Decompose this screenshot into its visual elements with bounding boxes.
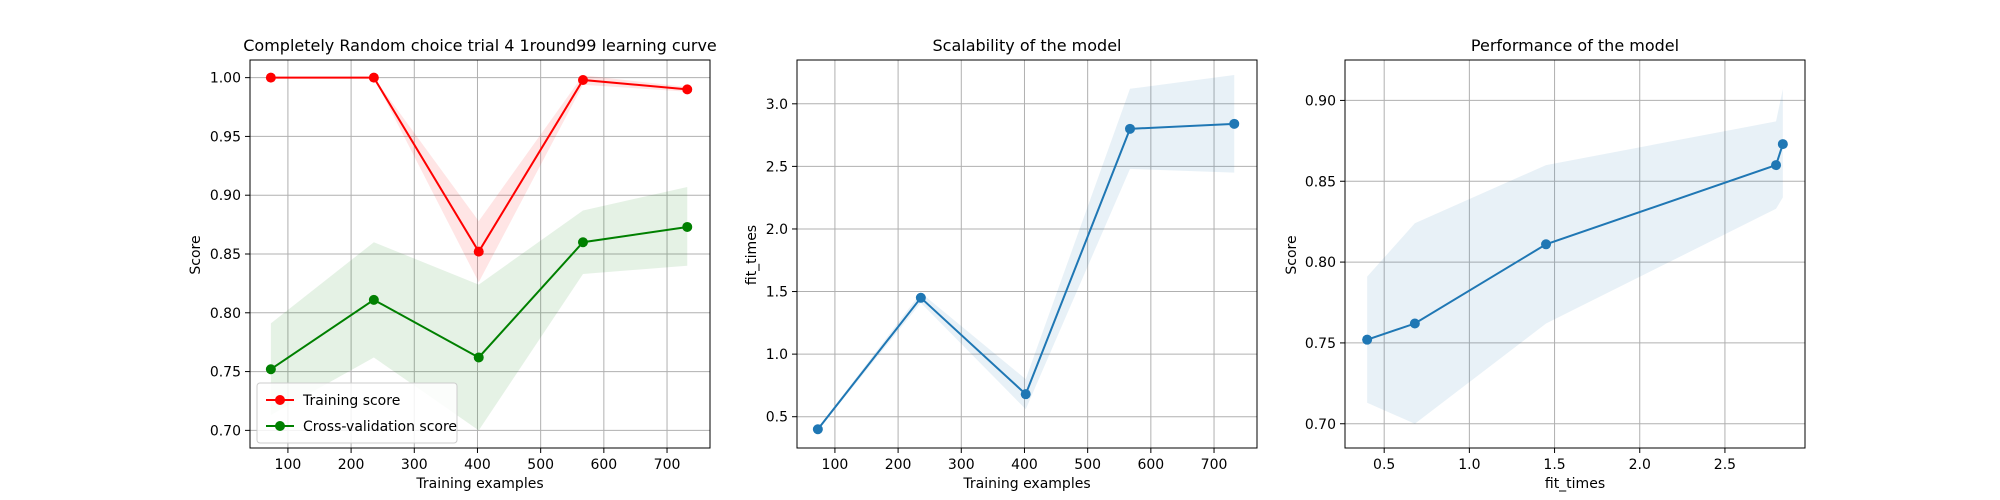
scalability-y-tick-label: 2.0 [766,222,788,238]
scalability-x-tick-label: 400 [1011,457,1038,473]
learning-curve-series-1-point [368,294,379,305]
learning-curve-y-tick-label: 0.95 [210,129,241,145]
learning-curve-x-tick-label: 600 [590,457,617,473]
scalability-x-tick-label: 100 [822,457,849,473]
performance-panel: Performance of the model fit_times Score… [1284,36,1806,492]
scalability-grid [797,60,1257,448]
learning-curve-series-0-point [265,72,276,83]
performance-y-tick-label: 0.85 [1305,174,1336,190]
learning-curve-y-tick-label: 0.70 [210,423,241,439]
scalability-x-tick-label: 700 [1201,457,1228,473]
scalability-x-tick-label: 500 [1074,457,1101,473]
learning-curve-series-0-band [270,75,688,283]
performance-x-tick-label: 1.5 [1543,457,1565,473]
learning-curve-y-tick-label: 0.75 [210,365,241,381]
performance-series-0-point [1409,318,1420,329]
performance-y-tick-label: 0.90 [1305,93,1336,109]
scalability-y-tick-label: 0.5 [766,410,788,426]
scalability-panel: Scalability of the model Training exampl… [744,36,1258,492]
learning-curve-x-tick-label: 300 [401,457,428,473]
performance-x-tick-label: 0.5 [1373,457,1395,473]
learning-curve-legend-marker [275,395,285,405]
learning-curve-series-0-point [682,84,693,95]
learning-curve-x-label: Training examples [415,476,543,492]
performance-series-0-point [1541,239,1552,250]
performance-series-0-point [1777,139,1788,150]
performance-grid [1345,60,1805,448]
learning-curve-series-1-band [270,186,688,431]
scalability-x-tick-label: 600 [1137,457,1164,473]
scalability-x-label: Training examples [962,476,1090,492]
scalability-y-label: fit_times [744,225,760,285]
learning-curve-series-1-point [473,352,484,363]
scalability-axes-frame [796,59,1258,449]
learning-curve-legend-entry: Training score [302,393,400,409]
performance-x-tick-label: 2.5 [1714,457,1736,473]
learning-curve-x-tick-label: 500 [527,457,554,473]
performance-series-0-point [1362,334,1373,345]
scalability-series-0-point [915,292,926,303]
learning-curve-y-label: Score [188,235,204,274]
performance-x-tick-label: 1.0 [1458,457,1480,473]
learning-curve-y-tick-label: 0.85 [210,247,241,263]
learning-curve-series-1-point [265,364,276,375]
learning-curve-series-1-point [682,221,693,232]
scalability-y-tick-label: 3.0 [766,97,788,113]
scalability-series-0-point [1124,123,1135,134]
learning-curve-legend-entry: Cross-validation score [303,419,457,435]
scalability-y-tick-label: 2.5 [766,159,788,175]
learning-curve-series-0-point [577,74,588,85]
learning-curve-x-tick-label: 200 [338,457,365,473]
learning-curve-series-1-point [577,237,588,248]
scalability-x-tick-label: 200 [885,457,912,473]
learning-curve-y-tick-label: 1.00 [210,71,241,87]
learning-curve-legend: Training score Cross-validation score [256,382,458,444]
performance-y-label: Score [1284,235,1300,274]
scalability-series-0-point [812,424,823,435]
performance-y-tick-label: 0.80 [1305,255,1336,271]
scalability-series-0-point [1020,389,1031,400]
learning-curve-x-tick-label: 700 [654,457,681,473]
scalability-y-tick-label: 1.0 [766,347,788,363]
learning-curve-legend-box [256,382,458,444]
scalability-y-tick-label: 1.5 [766,285,788,301]
learning-curve-title: Completely Random choice trial 4 1round9… [243,36,717,55]
performance-x-tick-label: 2.0 [1629,457,1651,473]
performance-series-0-point [1771,160,1782,171]
learning-curve-x-tick-label: 400 [464,457,491,473]
learning-curve-series-0-point [473,246,484,257]
learning-curve-panel: Completely Random choice trial 4 1round9… [188,36,717,492]
performance-title: Performance of the model [1471,36,1679,55]
scalability-series-0-band [817,75,1235,431]
learning-curve-x-tick-label: 100 [275,457,302,473]
learning-curve-legend-marker [275,421,285,431]
learning-curve-y-tick-label: 0.90 [210,188,241,204]
performance-x-label: fit_times [1545,476,1605,492]
performance-y-tick-label: 0.70 [1305,417,1336,433]
performance-series-0-band [1367,89,1783,424]
scalability-x-tick-label: 300 [948,457,975,473]
learning-curve-series-0-point [368,72,379,83]
scalability-series-0-point [1229,118,1240,129]
performance-axes-frame [1344,59,1806,449]
learning-curve-grid [250,60,710,448]
learning-curve-y-tick-label: 0.80 [210,306,241,322]
scalability-title: Scalability of the model [933,36,1122,55]
performance-y-tick-label: 0.75 [1305,336,1336,352]
